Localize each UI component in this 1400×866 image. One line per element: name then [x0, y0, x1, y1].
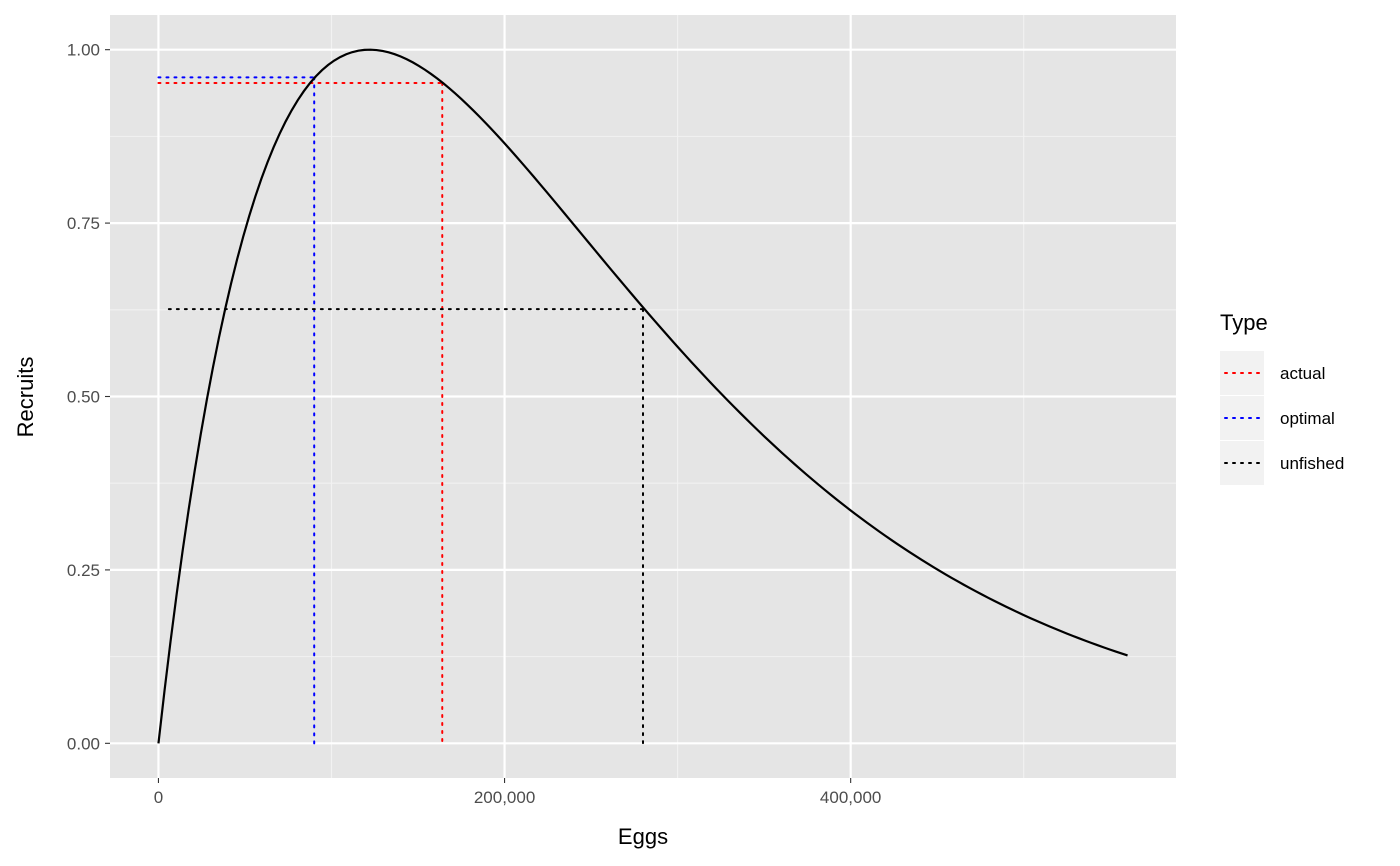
- y-tick-label: 1.00: [67, 41, 100, 60]
- legend-label-optimal: optimal: [1280, 409, 1335, 428]
- y-tick-label: 0.75: [67, 214, 100, 233]
- y-tick-label: 0.00: [67, 734, 100, 753]
- x-tick-label: 200,000: [474, 788, 535, 807]
- y-tick-label: 0.25: [67, 561, 100, 580]
- x-axis-title: Eggs: [618, 824, 668, 849]
- legend-label-unfished: unfished: [1280, 454, 1344, 473]
- legend-title: Type: [1220, 310, 1268, 335]
- x-tick-label: 0: [154, 788, 163, 807]
- legend-label-actual: actual: [1280, 364, 1325, 383]
- axes: 0 200,000 400,000 0.00 0.25 0.50 0.75 1.00: [67, 41, 881, 807]
- y-tick-label: 0.50: [67, 388, 100, 407]
- y-axis-title: Recruits: [13, 357, 38, 438]
- series-layer: [157, 48, 1128, 745]
- x-tick-label: 400,000: [820, 788, 881, 807]
- legend: Type actual optimal unfished: [1220, 310, 1344, 485]
- recruitment-curve: [157, 48, 1128, 744]
